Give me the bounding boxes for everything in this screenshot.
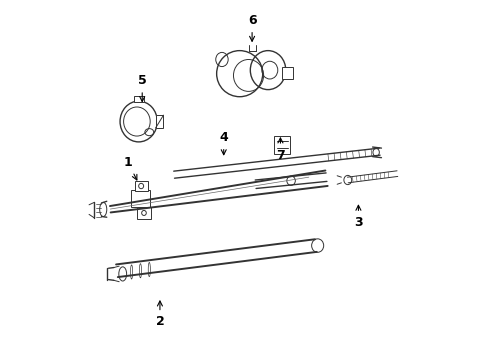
Text: 4: 4 <box>220 131 228 155</box>
Text: 2: 2 <box>155 301 164 328</box>
Bar <box>282 67 293 79</box>
Bar <box>135 181 147 191</box>
Bar <box>137 207 151 219</box>
Bar <box>134 96 144 102</box>
Text: 1: 1 <box>123 156 137 180</box>
Text: 5: 5 <box>138 74 147 102</box>
Text: 6: 6 <box>248 14 256 41</box>
Bar <box>156 115 164 128</box>
Text: 7: 7 <box>276 138 285 162</box>
Bar <box>130 190 150 207</box>
Text: 3: 3 <box>354 205 363 229</box>
Bar <box>274 136 290 154</box>
